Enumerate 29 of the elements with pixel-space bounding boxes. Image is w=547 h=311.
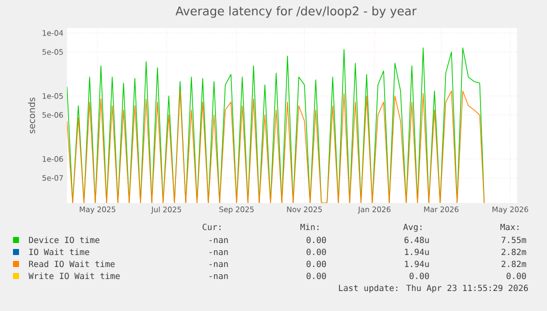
line-series — [67, 90, 485, 204]
text: -nan — [210, 250, 228, 256]
text: -nan — [210, 262, 228, 268]
legend-label: IO Wait time — [29, 248, 90, 256]
text: 2.82m — [502, 248, 526, 256]
text: Last update: Thu Apr 23 11:55:29 2026 — [339, 284, 528, 293]
text: 0.00 — [306, 272, 326, 280]
legend-label: Device IO time — [29, 236, 100, 244]
y-axis-title: seconds — [28, 98, 36, 134]
text: 0.00 — [306, 248, 326, 256]
text: 1.94u — [405, 260, 429, 268]
text: 6.48u — [404, 236, 429, 244]
text: 7.55m — [502, 236, 526, 244]
text: -nan — [210, 274, 228, 280]
text: Avg: — [403, 224, 422, 232]
text: 1.94u — [405, 248, 429, 256]
text: Min: — [300, 224, 318, 230]
legend-label: Read IO Wait time — [29, 260, 115, 268]
text: -nan — [210, 238, 228, 244]
text: 0.00 — [306, 236, 326, 244]
text: 2.82m — [502, 260, 526, 268]
chart-title: Average latency for /dev/loop2 - by year — [176, 6, 417, 18]
text: 0.00 — [410, 272, 429, 280]
line-series — [67, 47, 485, 204]
text: Cur: — [202, 224, 220, 230]
text: 0.00 — [506, 272, 526, 280]
text: 0.00 — [306, 260, 326, 268]
text: Max: — [500, 224, 518, 230]
legend-label: Write IO Wait time — [28, 272, 120, 280]
